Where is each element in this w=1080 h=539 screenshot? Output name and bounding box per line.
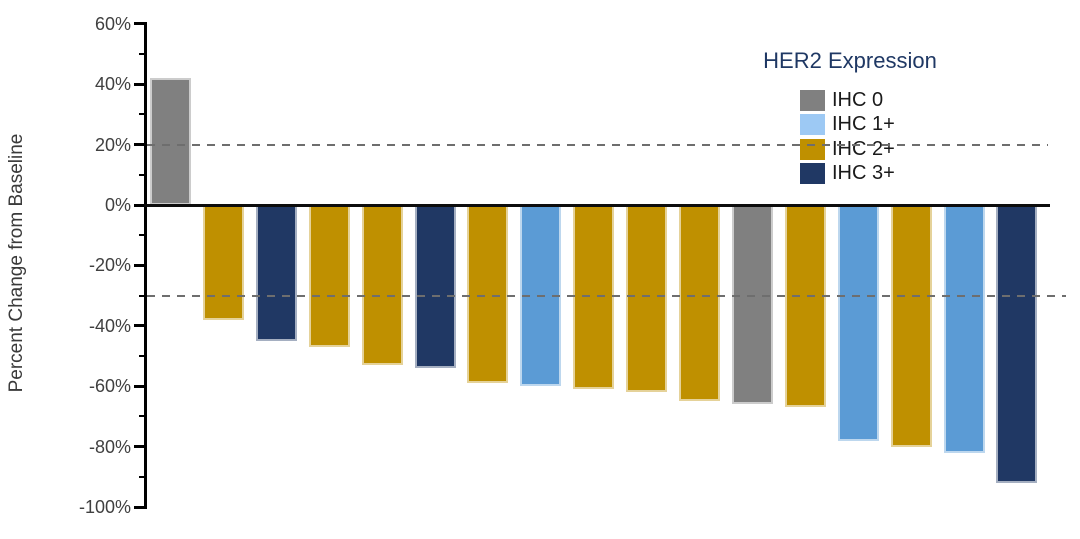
legend-label-ihc-1+: IHC 1+ <box>832 113 895 136</box>
bar-6-ihc-3+ <box>414 205 456 369</box>
y-tick-major <box>134 445 147 449</box>
y-axis-title: Percent Change from Baseline <box>6 133 27 393</box>
reference-line-20pct <box>147 143 1048 146</box>
y-tick-minor <box>139 173 147 176</box>
y-tick-label: -40% <box>88 315 131 336</box>
bar-3-ihc-3+ <box>255 205 297 341</box>
legend-swatch-ihc-0 <box>800 90 825 111</box>
bar-16-ihc-1+ <box>943 205 985 453</box>
y-tick-label: -100% <box>78 497 131 517</box>
y-tick-label: -80% <box>88 436 131 457</box>
bar-5-ihc-2+ <box>361 205 403 366</box>
bar-15-ihc-2+ <box>890 205 932 447</box>
y-tick-major <box>134 263 147 267</box>
legend-label-ihc-3+: IHC 3+ <box>832 161 895 184</box>
bar-9-ihc-2+ <box>573 205 615 390</box>
bar-17-ihc-3+ <box>996 205 1038 483</box>
y-tick-minor <box>139 415 147 418</box>
legend-swatch-ihc-1+ <box>800 114 825 136</box>
y-tick-major <box>134 143 147 147</box>
y-tick-minor <box>139 234 147 237</box>
y-tick-label: -20% <box>88 255 131 276</box>
bar-13-ihc-2+ <box>784 205 826 408</box>
legend-label-ihc-2+: IHC 2+ <box>832 137 895 160</box>
y-tick-label: 20% <box>94 134 131 155</box>
bar-2-ihc-2+ <box>202 205 244 320</box>
reference-line--30pct <box>147 294 1066 297</box>
y-tick-major <box>134 384 147 388</box>
legend-swatch-ihc-3+ <box>800 162 825 184</box>
y-tick-label: -60% <box>88 376 131 397</box>
y-tick-minor <box>139 355 147 357</box>
zero-baseline <box>144 203 1050 207</box>
y-tick-major <box>134 324 147 328</box>
legend-swatch-ihc-2+ <box>800 138 825 160</box>
y-tick-label: 40% <box>94 74 131 95</box>
y-tick-label: 60% <box>94 13 131 34</box>
legend-title: HER2 Expression <box>763 48 937 73</box>
y-tick-minor <box>139 294 147 297</box>
bar-12-ihc-0 <box>731 205 773 405</box>
bar-4-ihc-2+ <box>308 205 350 347</box>
legend-label-ihc-0: IHC 0 <box>832 89 884 111</box>
y-tick-minor <box>139 53 147 55</box>
y-tick-major <box>134 82 147 86</box>
y-tick-minor <box>139 113 147 116</box>
bar-11-ihc-2+ <box>679 205 720 402</box>
y-tick-minor <box>139 475 147 478</box>
y-tick-major <box>134 22 147 26</box>
bar-1-ihc-0 <box>150 78 191 205</box>
y-tick-major <box>134 505 147 509</box>
bar-14-ihc-1+ <box>837 205 879 441</box>
y-tick-label: 0% <box>104 195 131 215</box>
bar-10-ihc-2+ <box>626 205 668 393</box>
bar-7-ihc-2+ <box>467 205 509 384</box>
y-tick-major <box>134 203 147 207</box>
